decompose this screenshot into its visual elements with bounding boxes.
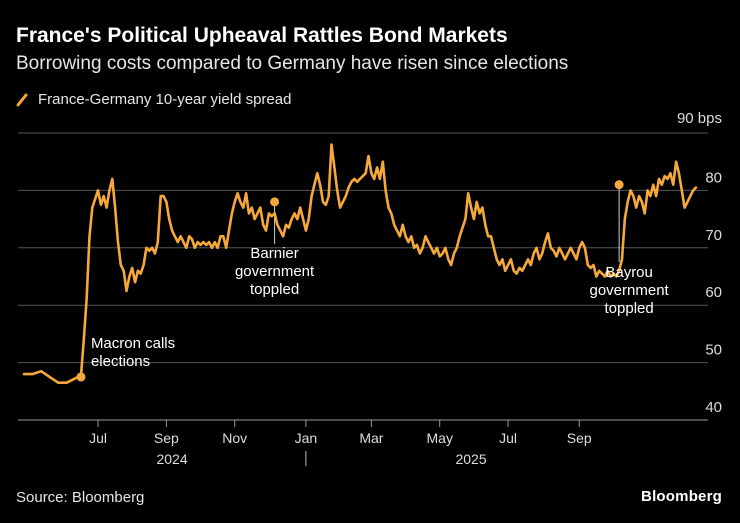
annotation-bayrou-line: government (590, 282, 670, 299)
annotation-bayrou-line: Bayrou (605, 264, 653, 281)
year-label: 2024 (156, 451, 187, 467)
x-tick-label: Sep (154, 430, 179, 446)
x-tick-label: Jul (499, 430, 517, 446)
annotation-macron: Macron calls elections (91, 335, 175, 370)
legend: France-Germany 10-year yield spread (16, 91, 291, 108)
annotation-macron-line: elections (91, 353, 150, 370)
x-tick-label: Jul (89, 430, 107, 446)
annotation-barnier-line: government (235, 263, 315, 280)
y-tick-label: 60 (705, 284, 722, 301)
x-tick-label: Jan (295, 430, 318, 446)
event-marker-dot (270, 197, 280, 207)
event-marker-dot (614, 180, 624, 190)
year-label: 2025 (455, 451, 486, 467)
x-tick-label: Nov (222, 430, 247, 446)
x-tick-label: May (427, 430, 453, 446)
bloomberg-logo: Bloomberg (641, 488, 722, 505)
annotation-bayrou: Bayrou government toppled (590, 264, 670, 317)
legend-label: France-Germany 10-year yield spread (38, 91, 292, 108)
x-tick-label: Sep (567, 430, 592, 446)
chart-title: France's Political Upheaval Rattles Bond… (16, 24, 508, 47)
annotation-barnier: Barnier government toppled (235, 245, 315, 298)
annotation-barnier-line: toppled (250, 281, 299, 298)
legend-line-icon (16, 93, 28, 106)
y-tick-label: 70 (705, 227, 722, 244)
y-tick-label: 80 (705, 169, 722, 186)
x-tick-label: Mar (359, 430, 383, 446)
y-tick-label: 50 (705, 342, 722, 359)
annotation-barnier-line: Barnier (250, 245, 298, 262)
spread-series-line (22, 143, 698, 384)
y-tick-label: 90 bps (677, 110, 722, 127)
event-marker-dot (76, 372, 86, 382)
y-tick-label: 40 (705, 399, 722, 416)
annotation-macron-line: Macron calls (91, 335, 175, 352)
source-note: Source: Bloomberg (16, 489, 145, 506)
chart-subtitle: Borrowing costs compared to Germany have… (16, 53, 569, 74)
annotation-bayrou-line: toppled (605, 300, 654, 317)
